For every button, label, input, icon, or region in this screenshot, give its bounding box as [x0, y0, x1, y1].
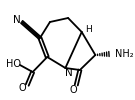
Text: H: H — [86, 24, 92, 34]
Text: N: N — [65, 68, 73, 78]
Text: O: O — [70, 85, 77, 95]
Text: NH₂: NH₂ — [115, 49, 134, 59]
Text: O: O — [19, 83, 26, 93]
Text: N: N — [13, 15, 21, 25]
Text: HO: HO — [6, 59, 21, 69]
